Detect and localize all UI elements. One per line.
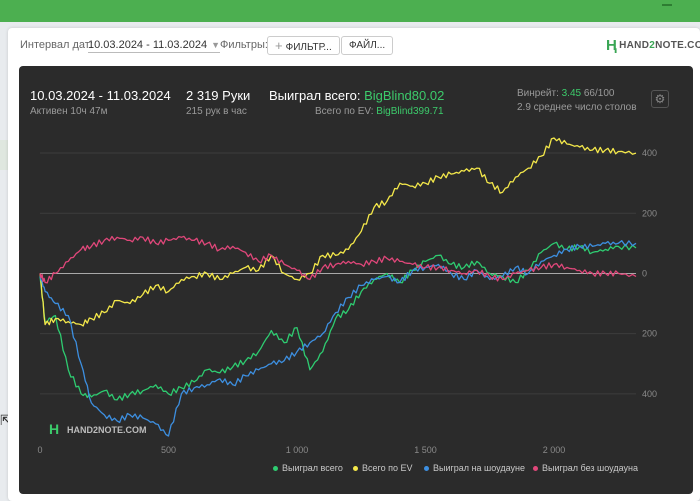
hands-per-hour: 215 рук в час bbox=[186, 106, 247, 117]
ev-total-label: Всего по EV: bbox=[315, 106, 377, 117]
logo-text-a: HAND bbox=[619, 40, 650, 52]
legend-swatch bbox=[533, 466, 538, 472]
legend-label: Всего по EV bbox=[362, 463, 413, 473]
y-tick-label: 200 bbox=[642, 329, 657, 339]
settings-gear-icon[interactable]: ⚙ bbox=[651, 90, 669, 108]
file-button-label: ФАЙЛ... bbox=[349, 40, 386, 51]
mouse-cursor-icon: ⇱ bbox=[0, 412, 12, 428]
logo-h-icon: Ⱨ bbox=[606, 37, 618, 54]
date-range-value: 10.03.2024 - 11.03.2024 bbox=[88, 39, 208, 51]
winrate-label: Винрейт: bbox=[517, 88, 562, 99]
report-panel: Интервал дат: 10.03.2024 - 11.03.2024 ▼ Ф… bbox=[8, 28, 700, 501]
winrate-rest: 66/100 bbox=[581, 88, 615, 99]
legend-swatch bbox=[353, 466, 358, 472]
winrate: Винрейт: 3.45 66/100 bbox=[517, 88, 614, 99]
legend-swatch bbox=[424, 466, 429, 472]
x-tick-label: 2 000 bbox=[543, 445, 566, 455]
x-tick-label: 0 bbox=[37, 445, 42, 455]
watermark-text: HAND2NOTE.COM bbox=[67, 425, 147, 435]
legend-item-ev-total[interactable]: Всего по EV bbox=[353, 463, 412, 473]
x-tick-label: 500 bbox=[161, 445, 176, 455]
ev-total-value: BigBlind399.71 bbox=[376, 106, 444, 117]
session-date: 10.03.2024 - 11.03.2024 bbox=[30, 88, 171, 103]
watermark-h-icon: H bbox=[49, 421, 59, 437]
date-range-select[interactable]: 10.03.2024 - 11.03.2024 ▼ bbox=[88, 39, 220, 53]
ev-total: Всего по EV: BigBlind399.71 bbox=[315, 106, 444, 117]
series-line bbox=[39, 137, 637, 327]
x-tick-label: 1 500 bbox=[414, 445, 437, 455]
legend-label: Выиграл на шоудауне bbox=[433, 463, 525, 473]
top-header-bar bbox=[0, 0, 700, 22]
legend-item-won-no-showdown[interactable]: Выиграл без шоудауна bbox=[533, 463, 638, 473]
file-button[interactable]: ФАЙЛ... bbox=[341, 36, 394, 55]
legend-swatch bbox=[273, 466, 278, 472]
active-time: Активен 10ч 47м bbox=[30, 106, 108, 117]
won-total-label: Выиграл всего: bbox=[269, 88, 365, 103]
interval-label: Интервал дат: bbox=[20, 39, 93, 51]
series-line bbox=[39, 240, 637, 437]
menu-indicator[interactable] bbox=[662, 2, 672, 6]
graph-card: 10.03.2024 - 11.03.2024 Активен 10ч 47м … bbox=[19, 66, 693, 494]
y-tick-label: 0 bbox=[642, 268, 647, 278]
filter-button-label: ФИЛЬТР... bbox=[285, 42, 332, 53]
hands-count: 2 319 Руки bbox=[186, 88, 251, 103]
filter-bar: Интервал дат: 10.03.2024 - 11.03.2024 ▼ Ф… bbox=[8, 28, 700, 62]
avg-tables: 2.9 среднее число столов bbox=[517, 102, 637, 113]
left-sidebar-edge bbox=[0, 140, 8, 170]
add-filter-button[interactable]: + ФИЛЬТР... bbox=[267, 36, 340, 55]
y-tick-label: 400 bbox=[642, 148, 657, 158]
series-line bbox=[39, 235, 637, 284]
chevron-down-icon: ▼ bbox=[211, 40, 220, 50]
filters-label: Фильтры: bbox=[220, 39, 268, 51]
logo-text-b: 2 bbox=[649, 40, 656, 52]
won-total: Выиграл всего: BigBlind80.02 bbox=[269, 88, 444, 103]
profit-graph: 400 200 0 200 400 0 500 1 000 1 500 2 000 HAND2NOT… bbox=[37, 137, 657, 455]
y-tick-label: 400 bbox=[642, 389, 657, 399]
legend-label: Выиграл без шоудауна bbox=[542, 463, 638, 473]
plus-icon: + bbox=[275, 38, 283, 53]
legend-item-won-total[interactable]: Выиграл всего bbox=[273, 463, 343, 473]
series-line bbox=[39, 241, 637, 401]
winrate-value: 3.45 bbox=[561, 88, 582, 99]
x-tick-label: 1 000 bbox=[286, 445, 309, 455]
won-total-value: BigBlind80.02 bbox=[364, 88, 445, 103]
legend-item-won-showdown[interactable]: Выиграл на шоудауне bbox=[424, 463, 525, 473]
logo-text-c: NOTE.COM bbox=[655, 40, 700, 52]
y-tick-label: 200 bbox=[642, 208, 657, 218]
legend-label: Выиграл всего bbox=[282, 463, 343, 473]
